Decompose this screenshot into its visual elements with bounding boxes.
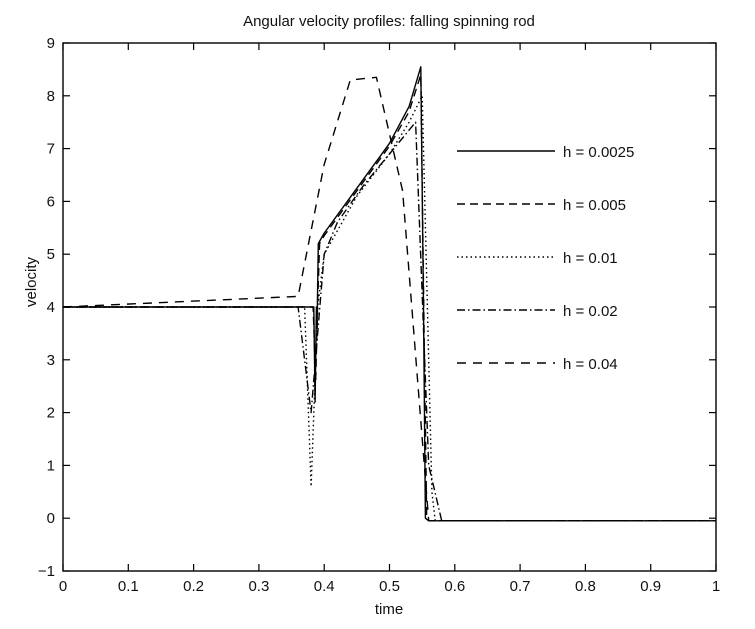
legend-label-5: h = 0.04 <box>563 356 618 373</box>
series-line-1 <box>63 66 716 522</box>
series-line-4 <box>63 121 716 522</box>
legend-label-2: h = 0.005 <box>563 197 626 214</box>
x-axis-label: time <box>375 601 403 618</box>
x-tick-label: 0.8 <box>575 578 596 595</box>
x-tick-label: 0.5 <box>379 578 400 595</box>
y-tick-label: 0 <box>47 510 55 527</box>
x-tick-label: 0 <box>59 578 67 595</box>
y-tick-label: 5 <box>47 246 55 263</box>
series-lines <box>62 66 716 522</box>
y-tick-label: 9 <box>47 35 55 52</box>
x-tick-label: 0.1 <box>118 578 139 595</box>
x-tick-label: 0.9 <box>640 578 661 595</box>
x-tick-label: 0.6 <box>444 578 465 595</box>
legend-label-1: h = 0.0025 <box>563 144 634 161</box>
x-tick-label: 1 <box>712 578 720 595</box>
chart-title: Angular velocity profiles: falling spinn… <box>243 13 535 30</box>
x-tick-label: 0.7 <box>510 578 531 595</box>
y-tick-label: 4 <box>47 299 55 316</box>
x-tick-label: 0.2 <box>183 578 204 595</box>
y-tick-label: −1 <box>38 563 55 580</box>
x-tick-label: 0.3 <box>248 578 269 595</box>
legend: h = 0.0025 h = 0.005 h = 0.01 h = 0.02 h = 0… <box>457 144 634 373</box>
x-tick-label: 0.4 <box>314 578 335 595</box>
series-line-5 <box>62 76 716 522</box>
y-axis-label: velocity <box>23 256 40 307</box>
y-tick-label: 2 <box>47 405 55 422</box>
legend-label-3: h = 0.01 <box>563 250 618 267</box>
y-tick-label: 6 <box>47 193 55 210</box>
axes: 0 0.1 0.2 0.3 0.4 0.5 0.6 0.7 0.8 0.9 1−1012345678… <box>38 35 720 595</box>
y-tick-label: 3 <box>47 352 55 369</box>
legend-label-4: h = 0.02 <box>563 303 618 320</box>
y-tick-label: 1 <box>47 457 55 474</box>
y-tick-label: 8 <box>47 88 55 105</box>
y-tick-label: 7 <box>47 141 55 158</box>
series-line-2 <box>63 73 716 522</box>
